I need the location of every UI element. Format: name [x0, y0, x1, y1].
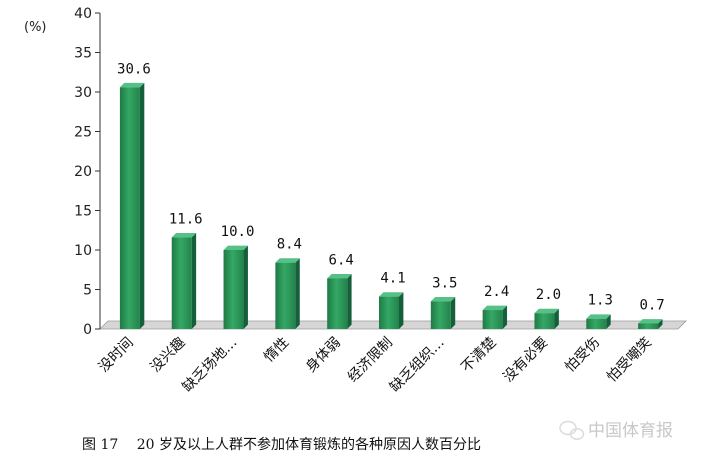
bars: [119, 82, 663, 329]
bar: [430, 301, 451, 329]
bar-top: [430, 296, 456, 302]
bar-side: [658, 319, 663, 329]
bar-top: [119, 82, 145, 88]
category-label: 没兴趣: [148, 335, 189, 376]
bar-side: [399, 292, 404, 329]
y-tick-label: 15: [74, 204, 92, 220]
category-label: 怕受伤: [562, 335, 603, 376]
bar: [275, 262, 296, 329]
bar-top: [275, 258, 300, 263]
bar: [534, 313, 555, 329]
y-tick-label: 10: [74, 243, 92, 259]
data-label: 4.1: [380, 271, 405, 287]
bar: [379, 296, 399, 329]
y-tick-label: 30: [74, 85, 92, 101]
y-tick-label: 20: [74, 164, 92, 180]
bar-side: [191, 232, 197, 329]
bar-side: [554, 308, 559, 329]
bar-top: [379, 292, 404, 297]
data-label: 3.5: [432, 275, 457, 291]
bar: [171, 237, 192, 329]
bar-top: [534, 308, 559, 314]
category-label: 身体弱: [303, 335, 344, 376]
y-tick-label: 5: [83, 283, 92, 299]
category-label: 经济限制: [345, 335, 396, 386]
bar: [119, 87, 140, 329]
bar: [638, 323, 659, 329]
bar-top: [586, 314, 611, 319]
figure-caption: 图 17 20 岁及以上人群不参加体育锻炼的各种原因人数百分比: [82, 436, 481, 453]
bar: [586, 318, 607, 329]
category-label: 缺乏场地…: [180, 335, 241, 396]
bar-side: [295, 258, 300, 329]
watermark-text: 中国体育报: [588, 421, 673, 441]
bar-top: [327, 274, 352, 279]
bar-side: [606, 314, 611, 329]
bar-side: [347, 274, 352, 329]
wechat-icon: [559, 420, 585, 440]
data-label: 2.0: [536, 287, 561, 303]
data-label: 30.6: [117, 61, 151, 77]
bar-top: [482, 305, 508, 311]
data-label: 0.7: [639, 297, 664, 313]
y-tick-label: 40: [74, 6, 92, 22]
bar-side: [502, 305, 508, 329]
axes: 0 5 10 15 20 25 30 35 40: [74, 6, 687, 338]
y-tick-label: 35: [74, 46, 92, 62]
category-label: 没时间: [96, 335, 137, 376]
bar: [482, 310, 503, 329]
category-label: 缺乏组织…: [387, 335, 448, 396]
bar-side: [243, 245, 248, 329]
data-label: 10.0: [221, 224, 255, 240]
data-label: 8.4: [277, 237, 302, 253]
bar-side: [139, 82, 145, 329]
data-label: 11.6: [169, 211, 203, 227]
data-label: 1.3: [588, 293, 613, 309]
category-label: 不清楚: [458, 335, 499, 376]
watermark: 中国体育报: [559, 420, 673, 441]
bar-top: [638, 319, 663, 324]
category-label: 怕受嘲笑: [604, 335, 655, 386]
y-tick-label: 25: [74, 125, 92, 141]
y-tick-label: 0: [83, 322, 92, 338]
bar: [223, 250, 244, 329]
category-label: 没有必要: [500, 335, 551, 386]
data-label: 2.4: [484, 284, 509, 300]
bar-top: [223, 245, 248, 250]
data-label: 6.4: [329, 252, 354, 268]
y-axis-unit: (%): [24, 20, 47, 35]
bar-side: [450, 296, 456, 329]
bar: [327, 278, 348, 329]
labels: 30.6 没时间 11.6 没兴趣 10.0 缺乏场地… 8.4 惰性 6.4 身体弱 4.1 经济限…: [96, 61, 665, 395]
category-label: 惰性: [261, 335, 292, 366]
bar-top: [171, 232, 197, 238]
